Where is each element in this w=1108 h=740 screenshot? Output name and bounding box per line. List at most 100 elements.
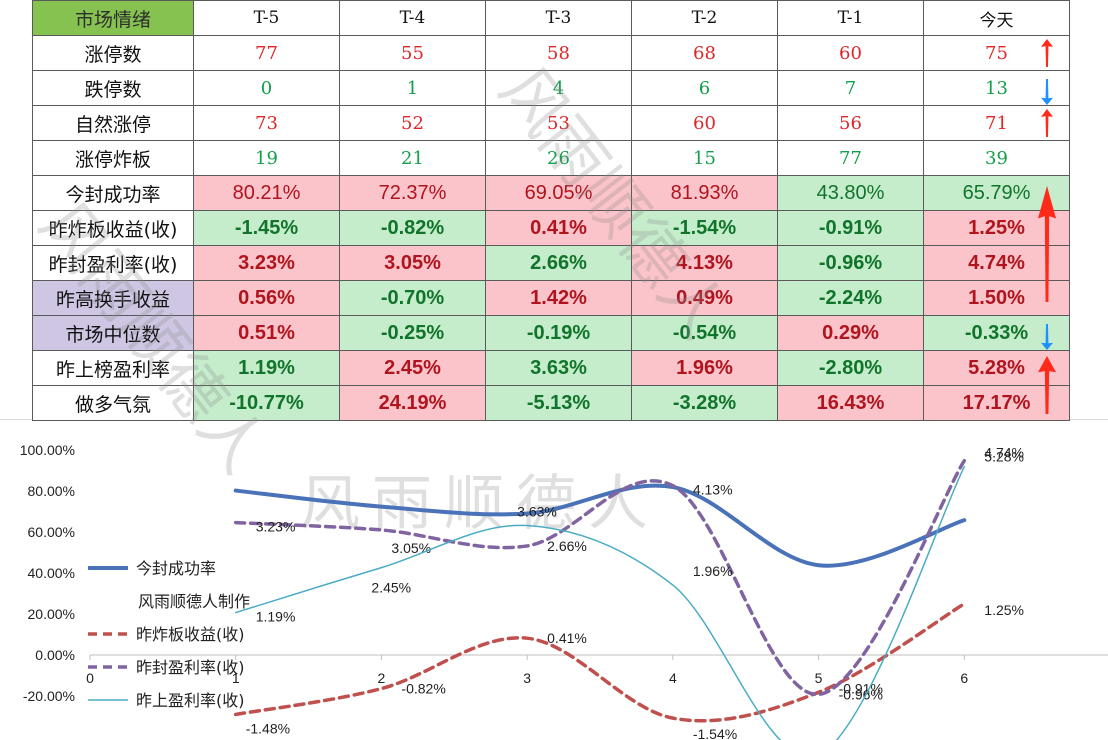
row-label: 昨封盈利率(收) [32,245,194,281]
x-tick-label: 2 [378,670,386,686]
row-label: 自然涨停 [32,105,194,141]
data-label: 4.74% [984,445,1024,461]
down-arrow-icon [1041,324,1053,350]
table-cell: 71 [923,105,1070,141]
column-header: T-5 [193,0,340,36]
table-cell: -2.24% [777,280,924,316]
table-cell: -5.13% [485,385,632,421]
x-tick-label: 5 [815,670,823,686]
table-cell: 3.23% [193,245,340,281]
legend-entry: 昨上盈利率(收) [136,691,245,710]
table-cell: 21 [339,140,486,176]
table-cell: 0.51% [193,315,340,351]
table-cell: 39 [923,140,1070,176]
data-label: 3.23% [256,519,296,535]
y-tick-label: 100.00% [20,442,75,458]
table-cell: 58 [485,35,632,71]
data-label: -0.82% [401,681,445,697]
data-label: -1.54% [693,726,737,740]
legend-entry: 今封成功率 [136,559,216,578]
table-cell: 0.56% [193,280,340,316]
table-corner-label: 市场情绪 [32,0,194,36]
data-label: 3.63% [517,504,557,520]
column-header: T-3 [485,0,632,36]
row-label: 昨上榜盈利率 [32,350,194,386]
table-cell: 2.66% [485,245,632,281]
data-label: 2.45% [371,580,411,596]
table-cell: 60 [631,105,778,141]
y-tick-label: 80.00% [28,483,75,499]
up-arrow-icon [1038,356,1056,414]
table-cell: 0.49% [631,280,778,316]
down-arrow-icon [1041,79,1053,105]
table-cell: 19 [193,140,340,176]
table-cell: 53 [485,105,632,141]
table-cell: 69.05% [485,175,632,211]
table-cell: 60 [777,35,924,71]
table-row: 今封成功率 80.21% 72.37% 69.05% 81.93% 43.80% 65.79… [32,175,1070,211]
data-label: 1.19% [256,609,296,625]
table-row: 昨高换手收益 0.56% -0.70% 1.42% 0.49% -2.24% 1.50% [32,280,1070,316]
table-cell: 73 [193,105,340,141]
table-row: 昨炸板收益(收) -1.45% -0.82% 0.41% -1.54% -0.91% 1.2… [32,210,1070,246]
column-header: T-2 [631,0,778,36]
table-cell: 0 [193,70,340,106]
table-cell: 0.29% [777,315,924,351]
row-label: 跌停数 [32,70,194,106]
series-line [234,465,966,740]
up-arrow-icon [1038,186,1056,302]
x-tick-label: 3 [523,670,531,686]
data-label: 2.66% [547,538,587,554]
table-cell: -0.33% [923,315,1070,351]
row-label: 昨高换手收益 [32,280,194,316]
table-cell: 0.41% [485,210,632,246]
table-cell: 43.80% [777,175,924,211]
table-cell: 4 [485,70,632,106]
table-cell: 72.37% [339,175,486,211]
table-row: 昨封盈利率(收) 3.23% 3.05% 2.66% 4.13% -0.96% 4.74% [32,245,1070,281]
table-cell: 16.43% [777,385,924,421]
table-cell: 52 [339,105,486,141]
up-arrow-icon [1041,39,1053,67]
table-cell: 13 [923,70,1070,106]
x-tick-label: 0 [86,670,94,686]
table-row: 自然涨停 73 52 53 60 56 71 [32,105,1070,141]
y-tick-label: 40.00% [28,565,75,581]
y-tick-label: 20.00% [28,606,75,622]
row-label: 市场中位数 [32,315,194,351]
table-cell: -0.91% [777,210,924,246]
table-row: 涨停炸板 19 21 26 15 77 39 [32,140,1070,176]
table-cell: -10.77% [193,385,340,421]
data-label: 4.13% [693,482,733,498]
table-cell: 75 [923,35,1070,71]
table-cell: -0.54% [631,315,778,351]
column-header: T-4 [339,0,486,36]
table-row: 做多气氛 -10.77% 24.19% -5.13% -3.28% 16.43% 17.17… [32,385,1070,421]
table-cell: 56 [777,105,924,141]
table-cell: 6 [631,70,778,106]
table-cell: 77 [193,35,340,71]
column-header: T-1 [777,0,924,36]
data-label: 3.05% [391,540,431,556]
x-tick-label: 6 [960,670,968,686]
series-line [233,458,967,697]
y-tick-label: -20.00% [23,688,75,704]
table-cell: 81.93% [631,175,778,211]
legend-entry: 昨炸板收益(收) [136,625,245,644]
table-cell: -0.70% [339,280,486,316]
table-cell: 1.19% [193,350,340,386]
legend-note: 风雨顺德人制作 [138,592,250,611]
table-cell: 1.50% [923,280,1070,316]
table-cell: -3.28% [631,385,778,421]
row-label: 昨炸板收益(收) [32,210,194,246]
table-cell: -1.45% [193,210,340,246]
table-cell: -0.82% [339,210,486,246]
line-chart: 100.00% 80.00% 60.00% 40.00% 20.00% 0.00% -20.… [20,442,1108,740]
legend-entry: 昨封盈利率(收) [136,658,245,677]
table-cell: 7 [777,70,924,106]
table-cell: -2.80% [777,350,924,386]
y-tick-label: 0.00% [35,647,75,663]
table-row: 市场中位数 0.51% -0.25% -0.19% -0.54% 0.29% -0.33% [32,315,1070,351]
table-row: 涨停数 77 55 58 68 60 75 [32,35,1070,71]
table-cell: -0.25% [339,315,486,351]
